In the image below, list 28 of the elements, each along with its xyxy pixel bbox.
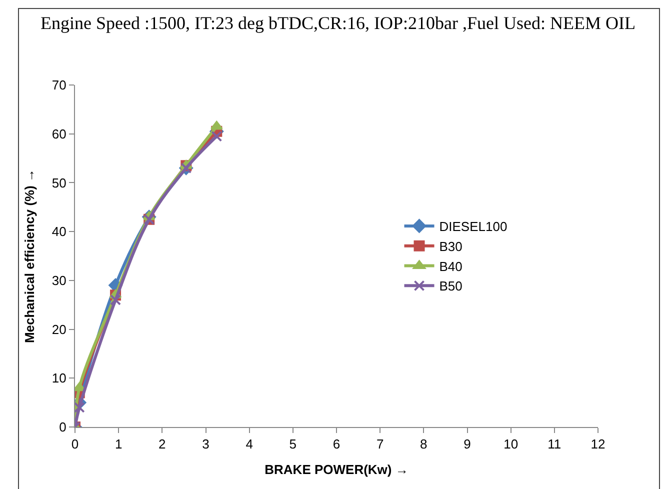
x-tick-label: 2 bbox=[158, 436, 166, 452]
x-tick-label: 5 bbox=[289, 436, 297, 452]
legend-label: DIESEL100 bbox=[439, 219, 508, 234]
legend-label: B40 bbox=[439, 258, 462, 274]
y-tick-label: 50 bbox=[52, 175, 66, 190]
x-tick-label: 7 bbox=[376, 436, 384, 452]
y-tick-label: 0 bbox=[59, 420, 66, 435]
y-tick-label: 40 bbox=[52, 224, 66, 240]
x-tick-label: 10 bbox=[504, 436, 518, 452]
x-tick-label: 4 bbox=[246, 436, 253, 452]
chart-title: Engine Speed :1500, IT:23 deg bTDC,CR:16, IOP:210bar ,Fuel Used: NEEM OIL bbox=[40, 12, 636, 34]
x-tick-label: 3 bbox=[202, 436, 210, 452]
x-tick-label: 9 bbox=[464, 436, 471, 452]
x-tick-label: 12 bbox=[590, 436, 606, 452]
y-tick-label: 20 bbox=[52, 322, 66, 337]
x-tick-label: 8 bbox=[420, 436, 428, 452]
legend-label: B50 bbox=[439, 278, 462, 294]
x-tick-label: 11 bbox=[548, 436, 562, 452]
x-tick-label: 0 bbox=[71, 436, 79, 452]
y-tick-label: 10 bbox=[52, 370, 66, 386]
y-tick-label: 70 bbox=[52, 78, 66, 93]
x-axis-title: BRAKE POWER(Kw) → bbox=[264, 462, 408, 478]
y-tick-label: 60 bbox=[52, 126, 66, 142]
y-axis-title: Mechanical efficiency (%) → bbox=[22, 168, 37, 344]
x-tick-label: 6 bbox=[332, 436, 340, 452]
x-tick-label: 1 bbox=[114, 436, 122, 452]
legend-label: B30 bbox=[439, 238, 462, 254]
y-tick-label: 30 bbox=[52, 272, 66, 288]
